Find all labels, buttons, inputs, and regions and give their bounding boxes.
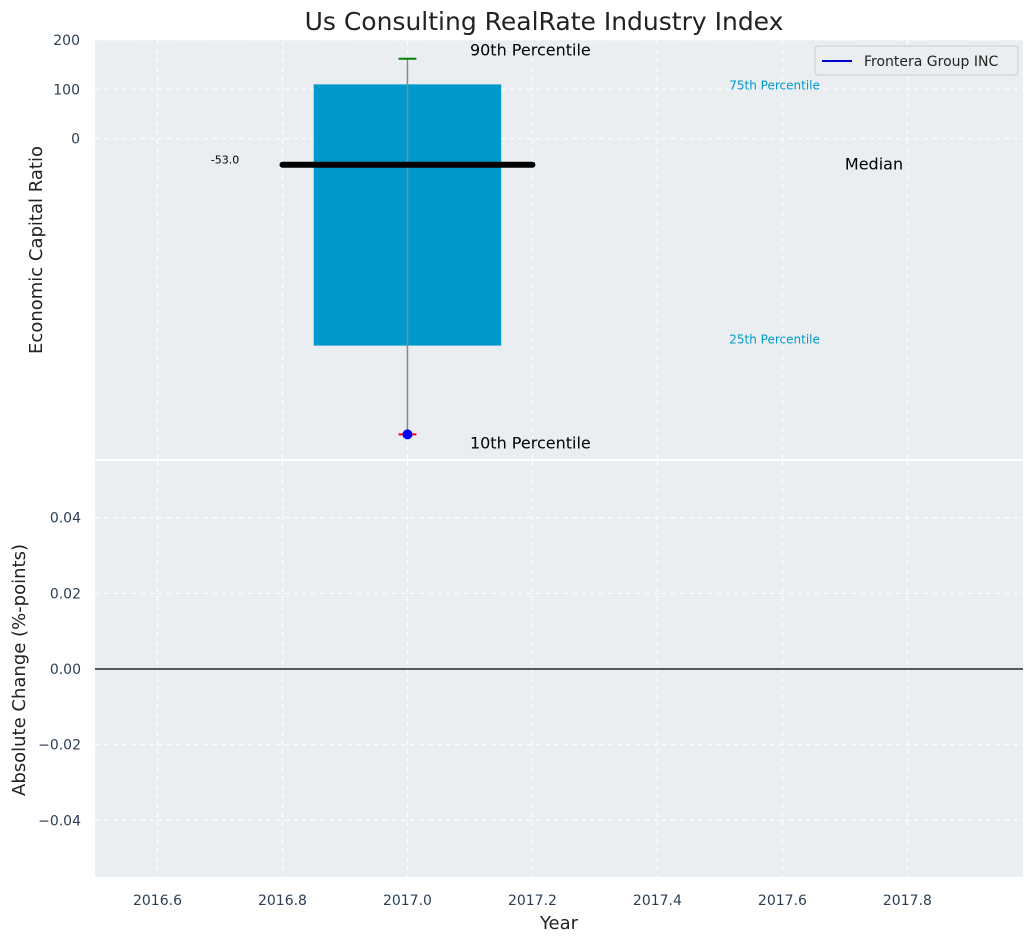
top-plot-background <box>95 40 1023 459</box>
x-tick-label: 2017.0 <box>383 893 432 909</box>
legend-entry-label: Frontera Group INC <box>864 54 998 70</box>
x-tick-label: 2017.4 <box>633 893 682 909</box>
x-tick-label: 2017.6 <box>758 893 807 909</box>
p90-annotation: 90th Percentile <box>470 41 591 60</box>
median-value-label: -53.0 <box>211 154 239 167</box>
bottom-y-tick-label: −0.04 <box>38 813 81 829</box>
top-y-axis-label: Economic Capital Ratio <box>26 146 47 354</box>
x-tick-label: 2016.8 <box>258 893 307 909</box>
company-point <box>402 429 413 440</box>
p10-annotation: 10th Percentile <box>470 433 591 452</box>
x-axis-label: Year <box>539 913 579 934</box>
x-tick-label: 2017.8 <box>883 893 932 909</box>
bottom-x-ticks: 2016.6 2016.8 2017.0 2017.2 2017.4 2017.6 2017… <box>133 893 932 909</box>
top-y-tick-label: 0 <box>71 132 80 148</box>
bottom-y-axis-label: Absolute Change (%-points) <box>9 544 30 796</box>
legend-box <box>814 45 1019 76</box>
top-y-tick-label: 200 <box>53 33 80 49</box>
p25-annotation: 25th Percentile <box>729 333 820 347</box>
chart-title: Us Consulting RealRate Industry Index <box>305 7 784 36</box>
top-y-ticks: 0 100 200 <box>53 33 80 148</box>
bottom-y-tick-label: 0.00 <box>50 662 81 678</box>
bottom-y-ticks: 0.04 0.02 0.00 −0.02 −0.04 <box>38 511 81 830</box>
p75-annotation: 75th Percentile <box>729 78 820 92</box>
top-y-tick-label: 100 <box>53 82 80 98</box>
median-annotation: Median <box>845 155 903 174</box>
bottom-y-tick-label: 0.04 <box>50 511 81 527</box>
top-panel: 0 100 200 -53.0 90th Percentile 75th Percent… <box>26 7 1023 459</box>
bottom-panel: 0.04 0.02 0.00 −0.02 −0.04 2016.6 2016.8 2017.… <box>9 461 1023 934</box>
x-tick-label: 2016.6 <box>133 893 182 909</box>
top-marks: -53.0 90th Percentile 75th Percentile Media… <box>211 41 903 453</box>
legend: Frontera Group INC <box>814 45 1019 76</box>
bottom-y-tick-label: −0.02 <box>38 738 81 754</box>
x-tick-label: 2017.2 <box>508 893 557 909</box>
bottom-y-tick-label: 0.02 <box>50 586 81 602</box>
